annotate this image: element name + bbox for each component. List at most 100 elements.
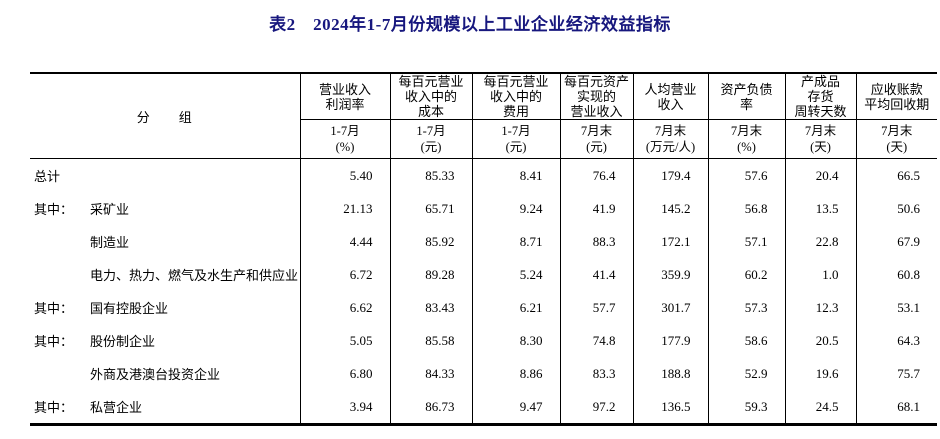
value-cell: 56.8 — [707, 192, 785, 225]
value-cell: 136.5 — [632, 390, 708, 425]
row-label: 其中： 股份制企业 — [30, 324, 300, 357]
unit-col-1: 1-7月 (%) — [299, 119, 390, 159]
table-row: 外商及港澳台投资企业 6.80 84.33 8.86 83.3 188.8 52.9 19.6… — [30, 357, 937, 390]
value-cell: 8.71 — [471, 225, 560, 258]
value-cell: 24.5 — [784, 390, 856, 425]
table-row: 制造业 4.44 85.92 8.71 88.3 172.1 57.1 22.8 67.9 — [30, 225, 937, 258]
header-col-5: 人均营业 收入 — [632, 73, 708, 120]
value-cell: 6.72 — [299, 258, 390, 291]
value-cell: 172.1 — [632, 225, 708, 258]
value-cell: 9.24 — [471, 192, 560, 225]
value-cell: 53.1 — [855, 291, 937, 324]
stats-table: 分 组营业收入 利润率 每百元营业 收入中的 成本 每百元营业 收入中的 费用 每百元资产 实现的… — [30, 72, 937, 426]
table-row: 其中： 私营企业 3.94 86.73 9.47 97.2 136.5 59.3 24.5 68.… — [30, 390, 937, 425]
value-cell: 64.3 — [855, 324, 937, 357]
header-col-2: 每百元营业 收入中的 成本 — [389, 73, 472, 120]
value-cell: 20.4 — [784, 158, 856, 192]
value-cell: 6.80 — [299, 357, 390, 390]
table-row: 总计 5.40 85.33 8.41 76.4 179.4 57.6 20.4 66.5 — [30, 158, 937, 193]
value-cell: 60.2 — [707, 258, 785, 291]
header-col-3: 每百元营业 收入中的 费用 — [471, 73, 560, 120]
value-cell: 57.3 — [707, 291, 785, 324]
value-cell: 58.6 — [707, 324, 785, 357]
unit-col-4: 7月末 (元) — [559, 119, 633, 159]
value-cell: 76.4 — [559, 158, 633, 192]
value-cell: 22.8 — [784, 225, 856, 258]
unit-col-3: 1-7月 (元) — [471, 119, 560, 159]
value-cell: 85.58 — [389, 324, 472, 357]
value-cell: 75.7 — [855, 357, 937, 390]
row-label-text: 外商及港澳台投资企业 — [90, 367, 221, 382]
value-cell: 68.1 — [855, 390, 937, 425]
value-cell: 57.7 — [559, 291, 633, 324]
value-cell: 188.8 — [632, 357, 708, 390]
value-cell: 50.6 — [855, 192, 937, 225]
value-cell: 57.1 — [707, 225, 785, 258]
value-cell: 85.33 — [389, 158, 472, 192]
value-cell: 8.86 — [471, 357, 560, 390]
table-row: 其中： 国有控股企业 6.62 83.43 6.21 57.7 301.7 57.3 12.3 5… — [30, 291, 937, 324]
value-cell: 97.2 — [559, 390, 633, 425]
table-row: 其中： 股份制企业 5.05 85.58 8.30 74.8 177.9 58.6 20.5 64… — [30, 324, 937, 357]
row-label-text: 总计 — [34, 169, 61, 184]
value-cell: 89.28 — [389, 258, 472, 291]
header-col-7: 产成品 存货 周转天数 — [784, 73, 856, 120]
table-row: 其中： 采矿业 21.13 65.71 9.24 41.9 145.2 56.8 13.5 50.… — [30, 192, 937, 225]
value-cell: 83.43 — [389, 291, 472, 324]
value-cell: 8.30 — [471, 324, 560, 357]
header-col-6: 资产负债率 — [707, 73, 785, 120]
row-label: 外商及港澳台投资企业 — [30, 357, 300, 390]
value-cell: 1.0 — [784, 258, 856, 291]
table-header: 分 组营业收入 利润率 每百元营业 收入中的 成本 每百元营业 收入中的 费用 每百元资产 实现的… — [30, 73, 937, 159]
unit-col-8: 7月末 (天) — [855, 119, 937, 159]
row-label-prefix: 其中： — [34, 301, 74, 316]
row-label-text: 制造业 — [90, 235, 130, 250]
value-cell: 41.9 — [559, 192, 633, 225]
value-cell: 21.13 — [299, 192, 390, 225]
value-cell: 12.3 — [784, 291, 856, 324]
table-title: 表2 2024年1-7月份规模以上工业企业经济效益指标 — [269, 15, 671, 34]
value-cell: 5.24 — [471, 258, 560, 291]
value-cell: 86.73 — [389, 390, 472, 425]
value-cell: 301.7 — [632, 291, 708, 324]
value-cell: 83.3 — [559, 357, 633, 390]
value-cell: 74.8 — [559, 324, 633, 357]
value-cell: 4.44 — [299, 225, 390, 258]
unit-col-2: 1-7月 (元) — [389, 119, 472, 159]
row-label-prefix: 其中： — [34, 334, 74, 349]
row-label: 其中： 国有控股企业 — [30, 291, 300, 324]
row-label-text: 股份制企业 — [90, 334, 156, 349]
value-cell: 57.6 — [707, 158, 785, 192]
row-label-prefix: 其中： — [34, 202, 74, 217]
value-cell: 13.5 — [784, 192, 856, 225]
table-body: 总计 5.40 85.33 8.41 76.4 179.4 57.6 20.4 66.5 其中： 采… — [30, 158, 937, 425]
value-cell: 179.4 — [632, 158, 708, 192]
row-label-prefix: 其中： — [34, 400, 74, 415]
value-cell: 41.4 — [559, 258, 633, 291]
value-cell: 3.94 — [299, 390, 390, 425]
row-label-text: 私营企业 — [90, 400, 143, 415]
header-col-8: 应收账款 平均回收期 — [855, 73, 937, 120]
value-cell: 19.6 — [784, 357, 856, 390]
row-label: 制造业 — [30, 225, 300, 258]
row-label: 其中： 私营企业 — [30, 390, 300, 425]
row-label: 总计 — [30, 159, 300, 193]
value-cell: 177.9 — [632, 324, 708, 357]
unit-col-6: 7月末 (%) — [707, 119, 785, 159]
value-cell: 6.62 — [299, 291, 390, 324]
row-label: 其中： 采矿业 — [30, 192, 300, 225]
value-cell: 85.92 — [389, 225, 472, 258]
header-col-1: 营业收入 利润率 — [299, 73, 390, 120]
value-cell: 5.40 — [299, 158, 390, 192]
value-cell: 8.41 — [471, 158, 560, 192]
value-cell: 20.5 — [784, 324, 856, 357]
value-cell: 66.5 — [855, 158, 937, 192]
value-cell: 145.2 — [632, 192, 708, 225]
row-label-text: 采矿业 — [90, 202, 130, 217]
value-cell: 359.9 — [632, 258, 708, 291]
header-group: 分 组 — [30, 73, 300, 159]
value-cell: 84.33 — [389, 357, 472, 390]
value-cell: 60.8 — [855, 258, 937, 291]
row-label: 电力、热力、燃气及水生产和供应业 — [30, 258, 300, 291]
